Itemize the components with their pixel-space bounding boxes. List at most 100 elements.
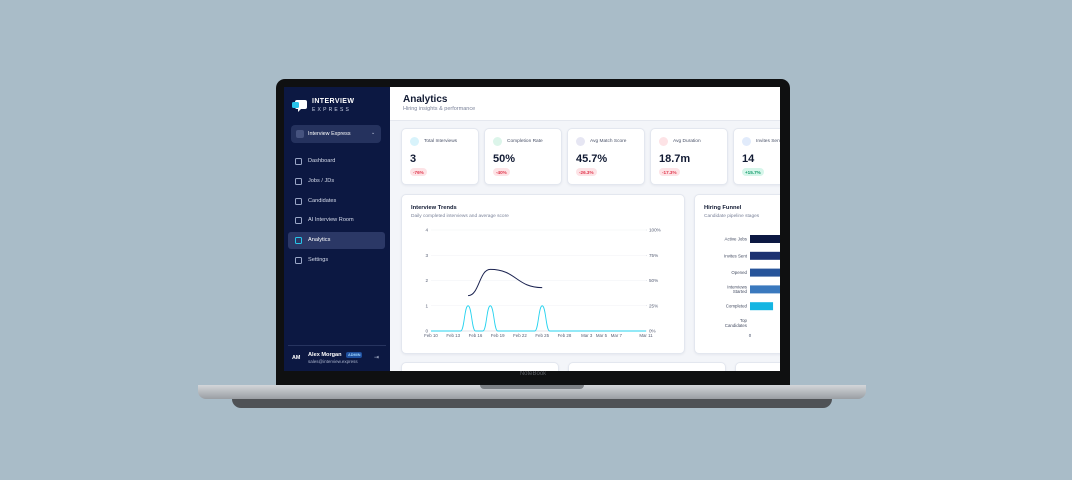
funnel-label: Completed xyxy=(726,304,748,309)
nav-label: Settings xyxy=(308,257,329,263)
trend-line xyxy=(467,268,543,297)
logout-button[interactable]: ⇥ xyxy=(374,355,380,361)
logo-subtitle: EXPRESS xyxy=(312,107,352,113)
trends-chart: Interview Trends Daily completed intervi… xyxy=(411,205,661,338)
x-tick-label: 0 xyxy=(749,333,752,338)
nav-item[interactable]: Analytics xyxy=(288,232,385,250)
trends-subtitle: Daily completed interviews and average s… xyxy=(411,213,509,219)
trends-card: Interview Trends Daily completed intervi… xyxy=(401,194,685,354)
nav-icon xyxy=(295,158,302,165)
y-tick-label: 2 xyxy=(425,278,428,283)
stat-card: Avg Duration 18.7m -17.3% xyxy=(650,128,728,185)
stat-change: -40% xyxy=(493,168,510,176)
x-tick-label: Mar 7 xyxy=(611,333,623,338)
user-email: sales@interview.express xyxy=(308,359,358,364)
funnel-label: Opened xyxy=(731,270,747,275)
y-tick-label: 1 xyxy=(425,303,428,308)
user-role: ADMIN xyxy=(346,352,363,358)
workspace-icon xyxy=(296,130,304,138)
stat-value: 18.7m xyxy=(659,153,691,165)
stat-change: -26.3% xyxy=(576,168,597,176)
funnel-label: Interviews Started xyxy=(727,285,748,295)
nav-item[interactable]: Dashboard xyxy=(288,153,385,170)
stat-card: Invites Sent 14 +15.7% xyxy=(733,128,780,185)
workspace-chevron: ⌄ xyxy=(371,130,376,136)
stat-icon xyxy=(410,137,419,146)
bottom-card xyxy=(568,362,726,371)
funnel-subtitle: Candidate pipeline stages xyxy=(704,213,760,219)
stat-change: -17.3% xyxy=(659,168,680,176)
stat-change: -76% xyxy=(410,168,427,176)
funnel-label: Top Candidates xyxy=(725,318,748,328)
header: Analytics Hiring insights & performance xyxy=(390,87,780,121)
y-tick-label: 0 xyxy=(425,329,428,334)
x-tick-label: Feb 13 xyxy=(446,333,460,338)
x-tick-label: Mar 11 xyxy=(639,333,653,338)
stat-value: 45.7% xyxy=(576,153,608,165)
bottom-card xyxy=(735,362,780,371)
nav-label: Dashboard xyxy=(308,158,336,164)
nav-label: Analytics xyxy=(308,237,331,244)
user-name: Alex Morgan xyxy=(308,352,342,358)
workspace-switcher[interactable]: Interview Express ⌄ xyxy=(291,125,381,143)
workspace-name: Interview Express xyxy=(308,131,351,137)
screen: INTERVIEW EXPRESS Interview Express ⌄ AM… xyxy=(284,87,780,371)
y-tick-label: 3 xyxy=(425,253,428,258)
nav-label: AI Interview Room xyxy=(308,217,354,224)
nav-icon xyxy=(295,237,302,245)
funnel-title: Hiring Funnel xyxy=(704,205,742,211)
funnel-bar xyxy=(750,302,774,311)
nav-icon xyxy=(295,177,302,185)
nav-item[interactable]: AI Interview Room xyxy=(288,212,385,229)
x-tick-label: Mar 5 xyxy=(596,333,608,338)
nav-item[interactable]: Candidates xyxy=(288,193,385,210)
nav-icon xyxy=(295,257,302,264)
funnel-bar xyxy=(750,235,780,243)
stat-change: +15.7% xyxy=(742,168,764,176)
stat-label: Avg Duration xyxy=(673,139,701,144)
logo-icon xyxy=(292,100,307,112)
x-tick-label: Feb 28 xyxy=(558,333,572,338)
nav-label: Jobs / JDs xyxy=(308,177,335,184)
laptop-notch xyxy=(480,385,584,389)
page-subtitle: Hiring insights & performance xyxy=(403,106,476,112)
x-tick-label: Feb 25 xyxy=(535,333,549,338)
funnel-bar xyxy=(750,251,780,260)
funnel-bar xyxy=(750,268,780,277)
y2-tick-label: 0% xyxy=(649,329,656,334)
stat-card: Avg Match Score 45.7% -26.3% xyxy=(567,128,645,185)
x-tick-label: Mar 3 xyxy=(581,333,593,338)
stat-label: Total Interviews xyxy=(424,139,458,144)
stat-icon xyxy=(742,137,751,146)
y2-tick-label: 25% xyxy=(649,303,658,308)
y2-tick-label: 100% xyxy=(649,228,661,233)
stat-card: Completion Rate 50% -40% xyxy=(484,128,562,185)
stat-value: 14 xyxy=(742,153,755,165)
page-title: Analytics xyxy=(403,94,448,105)
laptop-base xyxy=(198,385,866,399)
sidebar: INTERVIEW EXPRESS Interview Express ⌄ AM… xyxy=(284,87,390,371)
user-initials: AM xyxy=(292,355,301,361)
stat-value: 50% xyxy=(493,153,516,165)
nav-icon xyxy=(295,197,302,205)
stat-label: Completion Rate xyxy=(507,139,543,144)
main: Analytics Hiring insights & performance … xyxy=(390,87,780,371)
nav-item[interactable]: Settings xyxy=(288,252,385,269)
trends-title: Interview Trends xyxy=(411,205,457,211)
funnel-chart: Hiring Funnel Candidate pipeline stages … xyxy=(704,205,780,338)
y-tick-label: 4 xyxy=(425,228,428,233)
stat-icon xyxy=(576,137,585,146)
nav-icon xyxy=(295,217,302,225)
nav-item[interactable]: Jobs / JDs xyxy=(288,173,385,190)
trend-line xyxy=(431,305,646,332)
funnel-label: Invites Sent xyxy=(724,253,748,258)
stat-value: 3 xyxy=(410,153,417,165)
laptop-foot xyxy=(232,399,832,408)
stat-card: Total Interviews 3 -76% xyxy=(401,128,479,185)
funnel-card: Hiring Funnel Candidate pipeline stages … xyxy=(694,194,780,354)
device-label: NoteBook xyxy=(519,371,547,377)
bottom-card xyxy=(401,362,559,371)
stat-label: Avg Match Score xyxy=(590,139,627,144)
divider xyxy=(288,345,386,346)
